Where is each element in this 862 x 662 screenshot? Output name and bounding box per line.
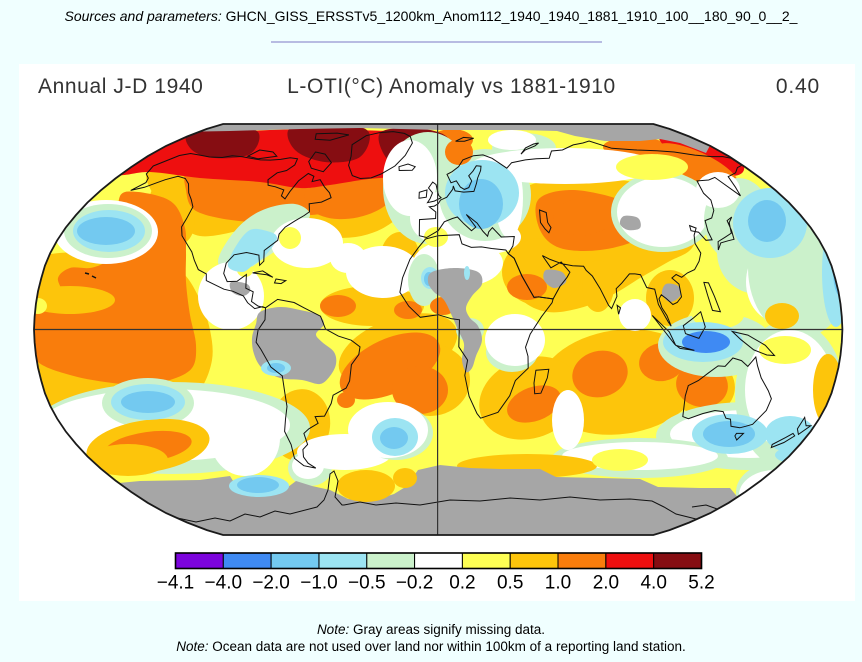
- svg-text:0.5: 0.5: [497, 573, 523, 594]
- svg-text:2.0: 2.0: [593, 573, 619, 594]
- svg-text:4.0: 4.0: [640, 573, 666, 594]
- svg-text:−0.5: −0.5: [348, 573, 386, 594]
- svg-text:−2.0: −2.0: [252, 573, 290, 594]
- svg-text:−4.1: −4.1: [157, 573, 195, 594]
- svg-text:−4.0: −4.0: [205, 573, 243, 594]
- svg-text:0.2: 0.2: [449, 573, 475, 594]
- svg-text:−1.0: −1.0: [300, 573, 338, 594]
- svg-text:5.2: 5.2: [688, 573, 714, 594]
- svg-text:1.0: 1.0: [545, 573, 571, 594]
- svg-text:−0.2: −0.2: [396, 573, 434, 594]
